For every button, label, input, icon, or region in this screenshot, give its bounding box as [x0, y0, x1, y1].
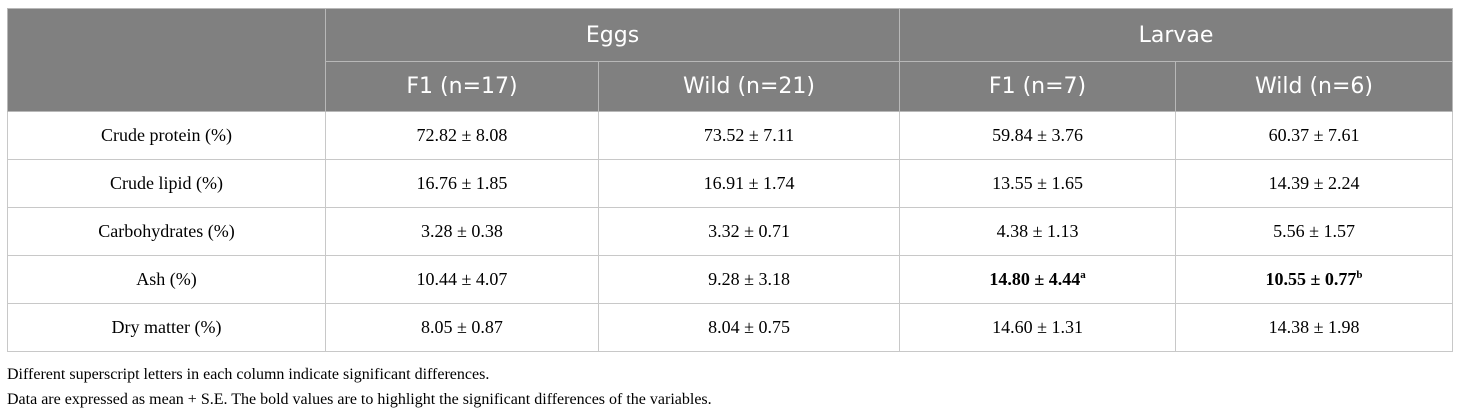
value-cell: 16.76 ± 1.85 — [325, 159, 599, 208]
row-label: Dry matter (%) — [7, 303, 326, 352]
cell-value: 8.05 ± 0.87 — [421, 317, 503, 337]
cell-value: 8.04 ± 0.75 — [708, 317, 790, 337]
cell-value: 16.91 ± 1.74 — [703, 173, 795, 193]
value-cell: 5.56 ± 1.57 — [1175, 207, 1454, 256]
value-cell: 14.60 ± 1.31 — [899, 303, 1177, 352]
value-cell: 14.38 ± 1.98 — [1175, 303, 1454, 352]
cell-value: 5.56 ± 1.57 — [1273, 221, 1355, 241]
cell-value: 13.55 ± 1.65 — [992, 173, 1083, 193]
value-cell: 72.82 ± 8.08 — [325, 111, 599, 160]
cell-value: 72.82 ± 8.08 — [416, 125, 508, 145]
value-cell-significant: 14.80 ± 4.44a — [899, 255, 1177, 304]
cell-value: 10.44 ± 4.07 — [416, 269, 508, 289]
footnote-data-expression: Data are expressed as mean + S.E. The bo… — [7, 391, 712, 408]
row-label: Carbohydrates (%) — [7, 207, 326, 256]
value-cell: 8.04 ± 0.75 — [597, 303, 901, 352]
significance-superscript: a — [1080, 269, 1086, 281]
header-eggs-wild: Wild (n=21) — [597, 61, 901, 112]
row-label: Crude protein (%) — [7, 111, 326, 160]
header-eggs-f1: F1 (n=17) — [325, 61, 599, 112]
header-larvae-f1: F1 (n=7) — [899, 61, 1177, 112]
cell-value: 16.76 ± 1.85 — [416, 173, 508, 193]
table-row: Carbohydrates (%) 3.28 ± 0.38 3.32 ± 0.7… — [7, 207, 1454, 256]
table-header: Eggs Larvae F1 (n=17) Wild (n=21) F1 (n=… — [7, 8, 1454, 112]
value-cell: 60.37 ± 7.61 — [1175, 111, 1454, 160]
value-cell: 16.91 ± 1.74 — [597, 159, 901, 208]
table-row: Crude lipid (%) 16.76 ± 1.85 16.91 ± 1.7… — [7, 159, 1454, 208]
cell-value: 59.84 ± 3.76 — [992, 125, 1083, 145]
value-cell: 3.28 ± 0.38 — [325, 207, 599, 256]
value-cell: 9.28 ± 3.18 — [597, 255, 901, 304]
cell-value: 73.52 ± 7.11 — [703, 125, 795, 145]
table-footnotes: Different superscript letters in each co… — [7, 362, 1452, 412]
table-body: Crude protein (%) 72.82 ± 8.08 73.52 ± 7… — [7, 111, 1454, 352]
value-cell: 8.05 ± 0.87 — [325, 303, 599, 352]
cell-value: 9.28 ± 3.18 — [708, 269, 790, 289]
cell-value: 3.28 ± 0.38 — [421, 221, 503, 241]
header-group-eggs: Eggs — [324, 8, 901, 62]
header-larvae-wild: Wild (n=6) — [1175, 61, 1454, 112]
value-cell: 10.44 ± 4.07 — [325, 255, 599, 304]
header-group-larvae: Larvae — [899, 8, 1454, 62]
value-cell-significant: 10.55 ± 0.77b — [1175, 255, 1454, 304]
value-cell: 13.55 ± 1.65 — [899, 159, 1177, 208]
cell-value: 10.55 ± 0.77 — [1265, 269, 1357, 289]
header-corner-cell — [7, 8, 326, 112]
cell-value: 14.38 ± 1.98 — [1268, 317, 1360, 337]
value-cell: 4.38 ± 1.13 — [899, 207, 1177, 256]
table-row: Crude protein (%) 72.82 ± 8.08 73.52 ± 7… — [7, 111, 1454, 160]
header-group-row: Eggs Larvae — [7, 8, 1454, 112]
cell-value: 14.60 ± 1.31 — [992, 317, 1083, 337]
row-label: Crude lipid (%) — [7, 159, 326, 208]
value-cell: 14.39 ± 2.24 — [1175, 159, 1454, 208]
cell-value: 4.38 ± 1.13 — [996, 221, 1079, 241]
cell-value: 14.39 ± 2.24 — [1268, 173, 1360, 193]
cell-value: 60.37 ± 7.61 — [1268, 125, 1360, 145]
composition-table: Eggs Larvae F1 (n=17) Wild (n=21) F1 (n=… — [7, 8, 1454, 352]
table-row: Dry matter (%) 8.05 ± 0.87 8.04 ± 0.75 1… — [7, 303, 1454, 352]
value-cell: 3.32 ± 0.71 — [597, 207, 901, 256]
value-cell: 73.52 ± 7.11 — [597, 111, 901, 160]
cell-value: 3.32 ± 0.71 — [708, 221, 790, 241]
row-label: Ash (%) — [7, 255, 326, 304]
table-row: Ash (%) 10.44 ± 4.07 9.28 ± 3.18 14.80 ±… — [7, 255, 1454, 304]
significance-superscript: b — [1356, 269, 1363, 281]
value-cell: 59.84 ± 3.76 — [899, 111, 1177, 160]
footnote-superscript-meaning: Different superscript letters in each co… — [7, 366, 490, 383]
header-subgroup-row: F1 (n=17) Wild (n=21) F1 (n=7) Wild (n=6… — [8, 61, 1454, 112]
cell-value: 14.80 ± 4.44 — [989, 269, 1081, 289]
